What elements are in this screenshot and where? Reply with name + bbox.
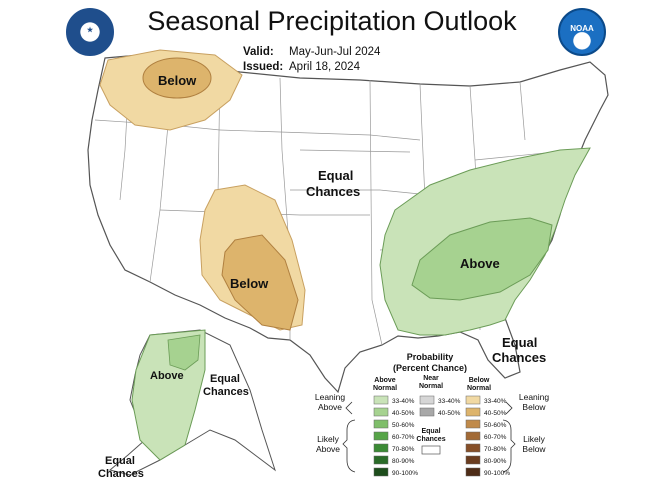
- east-above-inner: [411, 217, 553, 301]
- doc-seal-icon: ★: [66, 8, 114, 56]
- legend-below-column: 33-40% 40-50% 50-60% 60-70% 70-80% 80-90% 90-1…: [465, 395, 510, 477]
- legend-above-swatch-label-4: 70-80%: [392, 446, 415, 453]
- legend-below-swatch-6: [465, 467, 481, 477]
- pnw-below-inner: [142, 57, 212, 99]
- sw-below-label: Below: [230, 276, 269, 291]
- legend-below-swatch-label-6: 90-100%: [484, 470, 510, 477]
- issued-value: April 18, 2024: [289, 61, 360, 73]
- legend-above-swatch-6: [373, 467, 389, 477]
- valid-label: Valid:: [243, 46, 274, 58]
- legend-near-swatch-1: [419, 407, 435, 417]
- legend-col-below-1: Below: [469, 377, 490, 384]
- legend-near-swatch-label-1: 40-50%: [438, 410, 461, 417]
- valid-value: May-Jun-Jul 2024: [289, 46, 381, 58]
- legend-below-swatch-5: [465, 455, 481, 465]
- legend-above-swatch-label-2: 50-60%: [392, 422, 415, 429]
- legend-equal-1: Equal: [421, 428, 440, 435]
- issued-row: Issued: April 18, 2024: [243, 61, 360, 73]
- alaska-sw-equal-label-1: Equal: [105, 455, 135, 467]
- legend-leaning-above-2: Above: [318, 402, 342, 412]
- valid-row: Valid: May-Jun-Jul 2024: [243, 46, 380, 58]
- legend-brace-right: [505, 401, 513, 415]
- legend-above-swatch-4: [373, 443, 389, 453]
- legend-below-swatch-3: [465, 431, 481, 441]
- legend-col-near-2: Normal: [419, 383, 443, 390]
- legend-likely-above-1: Likely: [317, 434, 339, 444]
- legend-title-1: Probability: [407, 352, 454, 362]
- legend-above-column: 33-40% 40-50% 50-60% 60-70% 70-80% 80-90% 90-1…: [373, 395, 418, 477]
- legend-above-swatch-5: [373, 455, 389, 465]
- legend-equal-2: Chances: [416, 436, 445, 443]
- legend-likely-below-1: Likely: [523, 434, 545, 444]
- legend-above-swatch-0: [373, 395, 389, 405]
- legend-col-above-2: Normal: [373, 385, 397, 392]
- legend-near-swatch-0: [419, 395, 435, 405]
- legend-brace-left: [345, 401, 353, 415]
- legend-title-2: (Percent Chance): [393, 363, 467, 373]
- alaska-equal-label-2: Chances: [203, 386, 249, 398]
- legend-likely-above-2: Above: [316, 444, 340, 454]
- legend-near-column: 33-40% 40-50%: [419, 395, 461, 417]
- alaska-equal-label-1: Equal: [210, 373, 240, 385]
- legend-below-swatch-2: [465, 419, 481, 429]
- florida-equal-label-2: Chances: [492, 350, 546, 365]
- legend-col-above-1: Above: [374, 377, 396, 384]
- legend-above-swatch-label-5: 80-90%: [392, 458, 415, 465]
- noaa-logo-icon: NOAA: [558, 8, 606, 56]
- sw-below-inner: [221, 234, 299, 331]
- legend-above-swatch-label-6: 90-100%: [392, 470, 418, 477]
- legend-leaning-above-1: Leaning: [315, 392, 346, 402]
- legend-brace-left-2: [342, 419, 356, 473]
- alaska-above-label: Above: [150, 370, 184, 382]
- legend-likely-below-2: Below: [522, 444, 546, 454]
- legend-above-swatch-label-1: 40-50%: [392, 410, 415, 417]
- legend-below-swatch-label-4: 70-80%: [484, 446, 507, 453]
- legend-below-swatch-label-0: 33-40%: [484, 398, 507, 405]
- page-title: Seasonal Precipitation Outlook: [147, 6, 517, 36]
- legend-leaning-below-2: Below: [522, 402, 546, 412]
- pnw-below-label: Below: [158, 73, 197, 88]
- center-equal-label-2: Chances: [306, 184, 360, 199]
- legend-above-swatch-2: [373, 419, 389, 429]
- legend-above-swatch-1: [373, 407, 389, 417]
- legend-near-swatch-label-0: 33-40%: [438, 398, 461, 405]
- legend-col-near-1: Near: [423, 375, 439, 382]
- legend-below-swatch-label-3: 60-70%: [484, 434, 507, 441]
- east-above-label: Above: [460, 256, 500, 271]
- alaska-sw-equal-label-2: Chances: [98, 468, 144, 480]
- center-equal-label-1: Equal: [318, 168, 353, 183]
- florida-equal-label-1: Equal: [502, 335, 537, 350]
- legend-below-swatch-4: [465, 443, 481, 453]
- legend-above-swatch-label-0: 33-40%: [392, 398, 415, 405]
- legend-brace-right-2: [502, 419, 516, 473]
- legend: Probability (Percent Chance) Above Norma…: [315, 352, 550, 477]
- legend-leaning-below-1: Leaning: [519, 392, 550, 402]
- legend-below-swatch-1: [465, 407, 481, 417]
- legend-equal-swatch: [421, 445, 441, 455]
- legend-below-swatch-0: [465, 395, 481, 405]
- alaska-above-inner: [167, 334, 201, 371]
- legend-below-swatch-label-5: 80-90%: [484, 458, 507, 465]
- issued-label: Issued:: [243, 61, 284, 73]
- legend-above-swatch-label-3: 60-70%: [392, 434, 415, 441]
- legend-col-below-2: Normal: [467, 385, 491, 392]
- legend-below-swatch-label-2: 50-60%: [484, 422, 507, 429]
- legend-below-swatch-label-1: 40-50%: [484, 410, 507, 417]
- legend-above-swatch-3: [373, 431, 389, 441]
